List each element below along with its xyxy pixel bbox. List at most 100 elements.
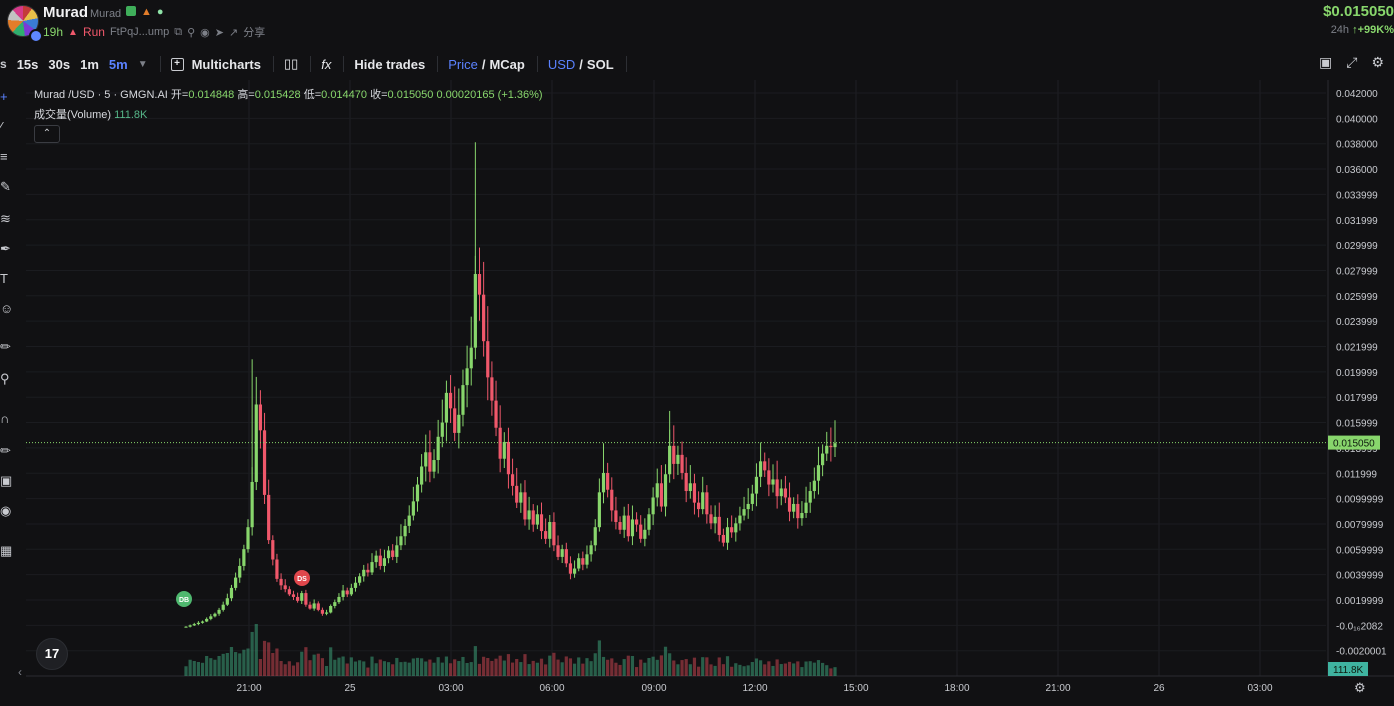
volume-bar (730, 666, 734, 676)
magnet-icon[interactable]: ∩ (0, 411, 10, 426)
volume-bar (267, 642, 271, 676)
telegram-icon[interactable]: ➤ (214, 26, 224, 39)
crosshair-icon[interactable]: + (0, 89, 8, 104)
emoji-icon[interactable]: ☺ (0, 301, 14, 316)
collapse-legend-button[interactable]: ⌃ (34, 125, 60, 143)
volume-bar (775, 659, 779, 676)
x-logo-icon[interactable]: ◉ (200, 26, 210, 39)
candle-body (217, 609, 221, 614)
volume-bar (411, 658, 415, 676)
lock-drawing-icon[interactable]: ✏ (0, 443, 11, 458)
indicators-button[interactable]: fx (321, 56, 332, 72)
mcap-toggle[interactable]: MCap (489, 56, 525, 72)
volume-bar (382, 661, 387, 676)
camera-icon[interactable]: ▣ (1319, 54, 1333, 70)
fullscreen-icon[interactable]: ⤢ (1346, 54, 1358, 70)
fib-icon[interactable]: ≡ (0, 149, 8, 164)
volume-bar (560, 662, 564, 676)
candle-body (808, 491, 812, 503)
candle-body (593, 527, 597, 546)
contract-address[interactable]: FtPqJ...ump (109, 26, 170, 38)
pen-icon[interactable]: ✒ (0, 241, 11, 256)
candle-body (440, 422, 444, 437)
candle-body (337, 596, 341, 603)
volume-bar (634, 667, 639, 676)
interval-partial[interactable]: s (0, 57, 7, 71)
brush-icon[interactable]: ✎ (0, 179, 11, 194)
settings-icon[interactable]: ⚙ (1371, 54, 1384, 70)
volume-bar (630, 656, 635, 676)
text-icon[interactable]: T (0, 271, 8, 286)
candle-body (535, 514, 539, 525)
divider (310, 56, 312, 72)
y-tick-label: 0.040000 (1336, 114, 1378, 125)
ruler-icon[interactable]: ✏ (0, 339, 11, 354)
tradingview-logo[interactable]: 17 (36, 638, 68, 670)
candle-body (242, 549, 246, 566)
interval-15s[interactable]: 15s (16, 56, 39, 72)
volume-bar (812, 662, 816, 676)
change-period: 24h (1330, 24, 1350, 36)
price-toggle[interactable]: Price (448, 56, 478, 72)
volume-bar (651, 656, 655, 676)
interval-5m[interactable]: 5m (108, 56, 128, 72)
axis-settings-icon[interactable]: ⚙ (1354, 680, 1366, 695)
volume-bar (506, 654, 511, 676)
candle-body (688, 483, 692, 492)
share-icon[interactable]: ↗ (229, 26, 239, 39)
volume-bar (725, 656, 730, 676)
candle-body (564, 549, 568, 564)
multicharts-button[interactable]: Multicharts (191, 56, 261, 72)
volume-bar (680, 660, 684, 676)
lock-icon[interactable]: ▣ (0, 473, 13, 488)
volume-bar (473, 646, 477, 676)
zoom-icon[interactable]: ⚲ (0, 371, 10, 386)
interval-30s[interactable]: 30s (48, 56, 71, 72)
interval-1m[interactable]: 1m (80, 56, 99, 72)
search-icon[interactable]: ⚲ (187, 26, 196, 39)
candle-body (436, 436, 440, 461)
candle-body (395, 545, 399, 557)
volume-bar (312, 654, 316, 676)
volume-bar (366, 667, 370, 676)
token-name: Murad (43, 4, 88, 21)
candle-body (523, 492, 527, 520)
sol-toggle[interactable]: SOL (586, 56, 614, 72)
share-label[interactable]: 分享 (243, 27, 266, 39)
divider (437, 56, 439, 72)
candle-type-icon[interactable]: ▯▯ (283, 56, 299, 71)
candle-body (407, 515, 411, 526)
candle-body (205, 618, 209, 622)
multicharts-icon[interactable]: + (170, 57, 184, 71)
trendline-icon[interactable]: ∕ (0, 119, 3, 134)
candle-body (510, 474, 515, 486)
candle-body (370, 562, 374, 573)
candle-body (324, 612, 329, 614)
interval-dropdown-icon[interactable]: ▼ (137, 58, 148, 70)
eye-icon[interactable]: ◉ (0, 503, 12, 518)
volume-bar (622, 659, 626, 676)
x-tick-label: 03:00 (1247, 683, 1272, 694)
candle-body (250, 481, 254, 528)
patterns-icon[interactable]: ≋ (0, 211, 11, 226)
candle-body (382, 558, 387, 566)
trade-marker-label: DS (297, 576, 307, 583)
volume-bar (469, 662, 473, 676)
volume-bar (374, 663, 378, 676)
volume-bar (779, 664, 783, 676)
usd-toggle[interactable]: USD (547, 56, 576, 72)
candle-body (692, 483, 697, 503)
hide-trades-button[interactable]: Hide trades (354, 56, 426, 72)
y-tick-label: 0.021999 (1336, 343, 1378, 354)
candle-body (465, 368, 469, 386)
volume-bar (184, 666, 188, 676)
collapse-toolbar-icon[interactable]: ‹ (18, 665, 22, 679)
copy-icon[interactable]: ⧉ (174, 25, 183, 38)
candle-body (705, 492, 709, 515)
candle-body (709, 514, 713, 524)
trash-icon[interactable]: ▦ (0, 543, 13, 558)
low-label: 低= (303, 89, 322, 101)
y-tick-label: 0.036000 (1336, 165, 1378, 176)
candle-body (614, 510, 618, 523)
